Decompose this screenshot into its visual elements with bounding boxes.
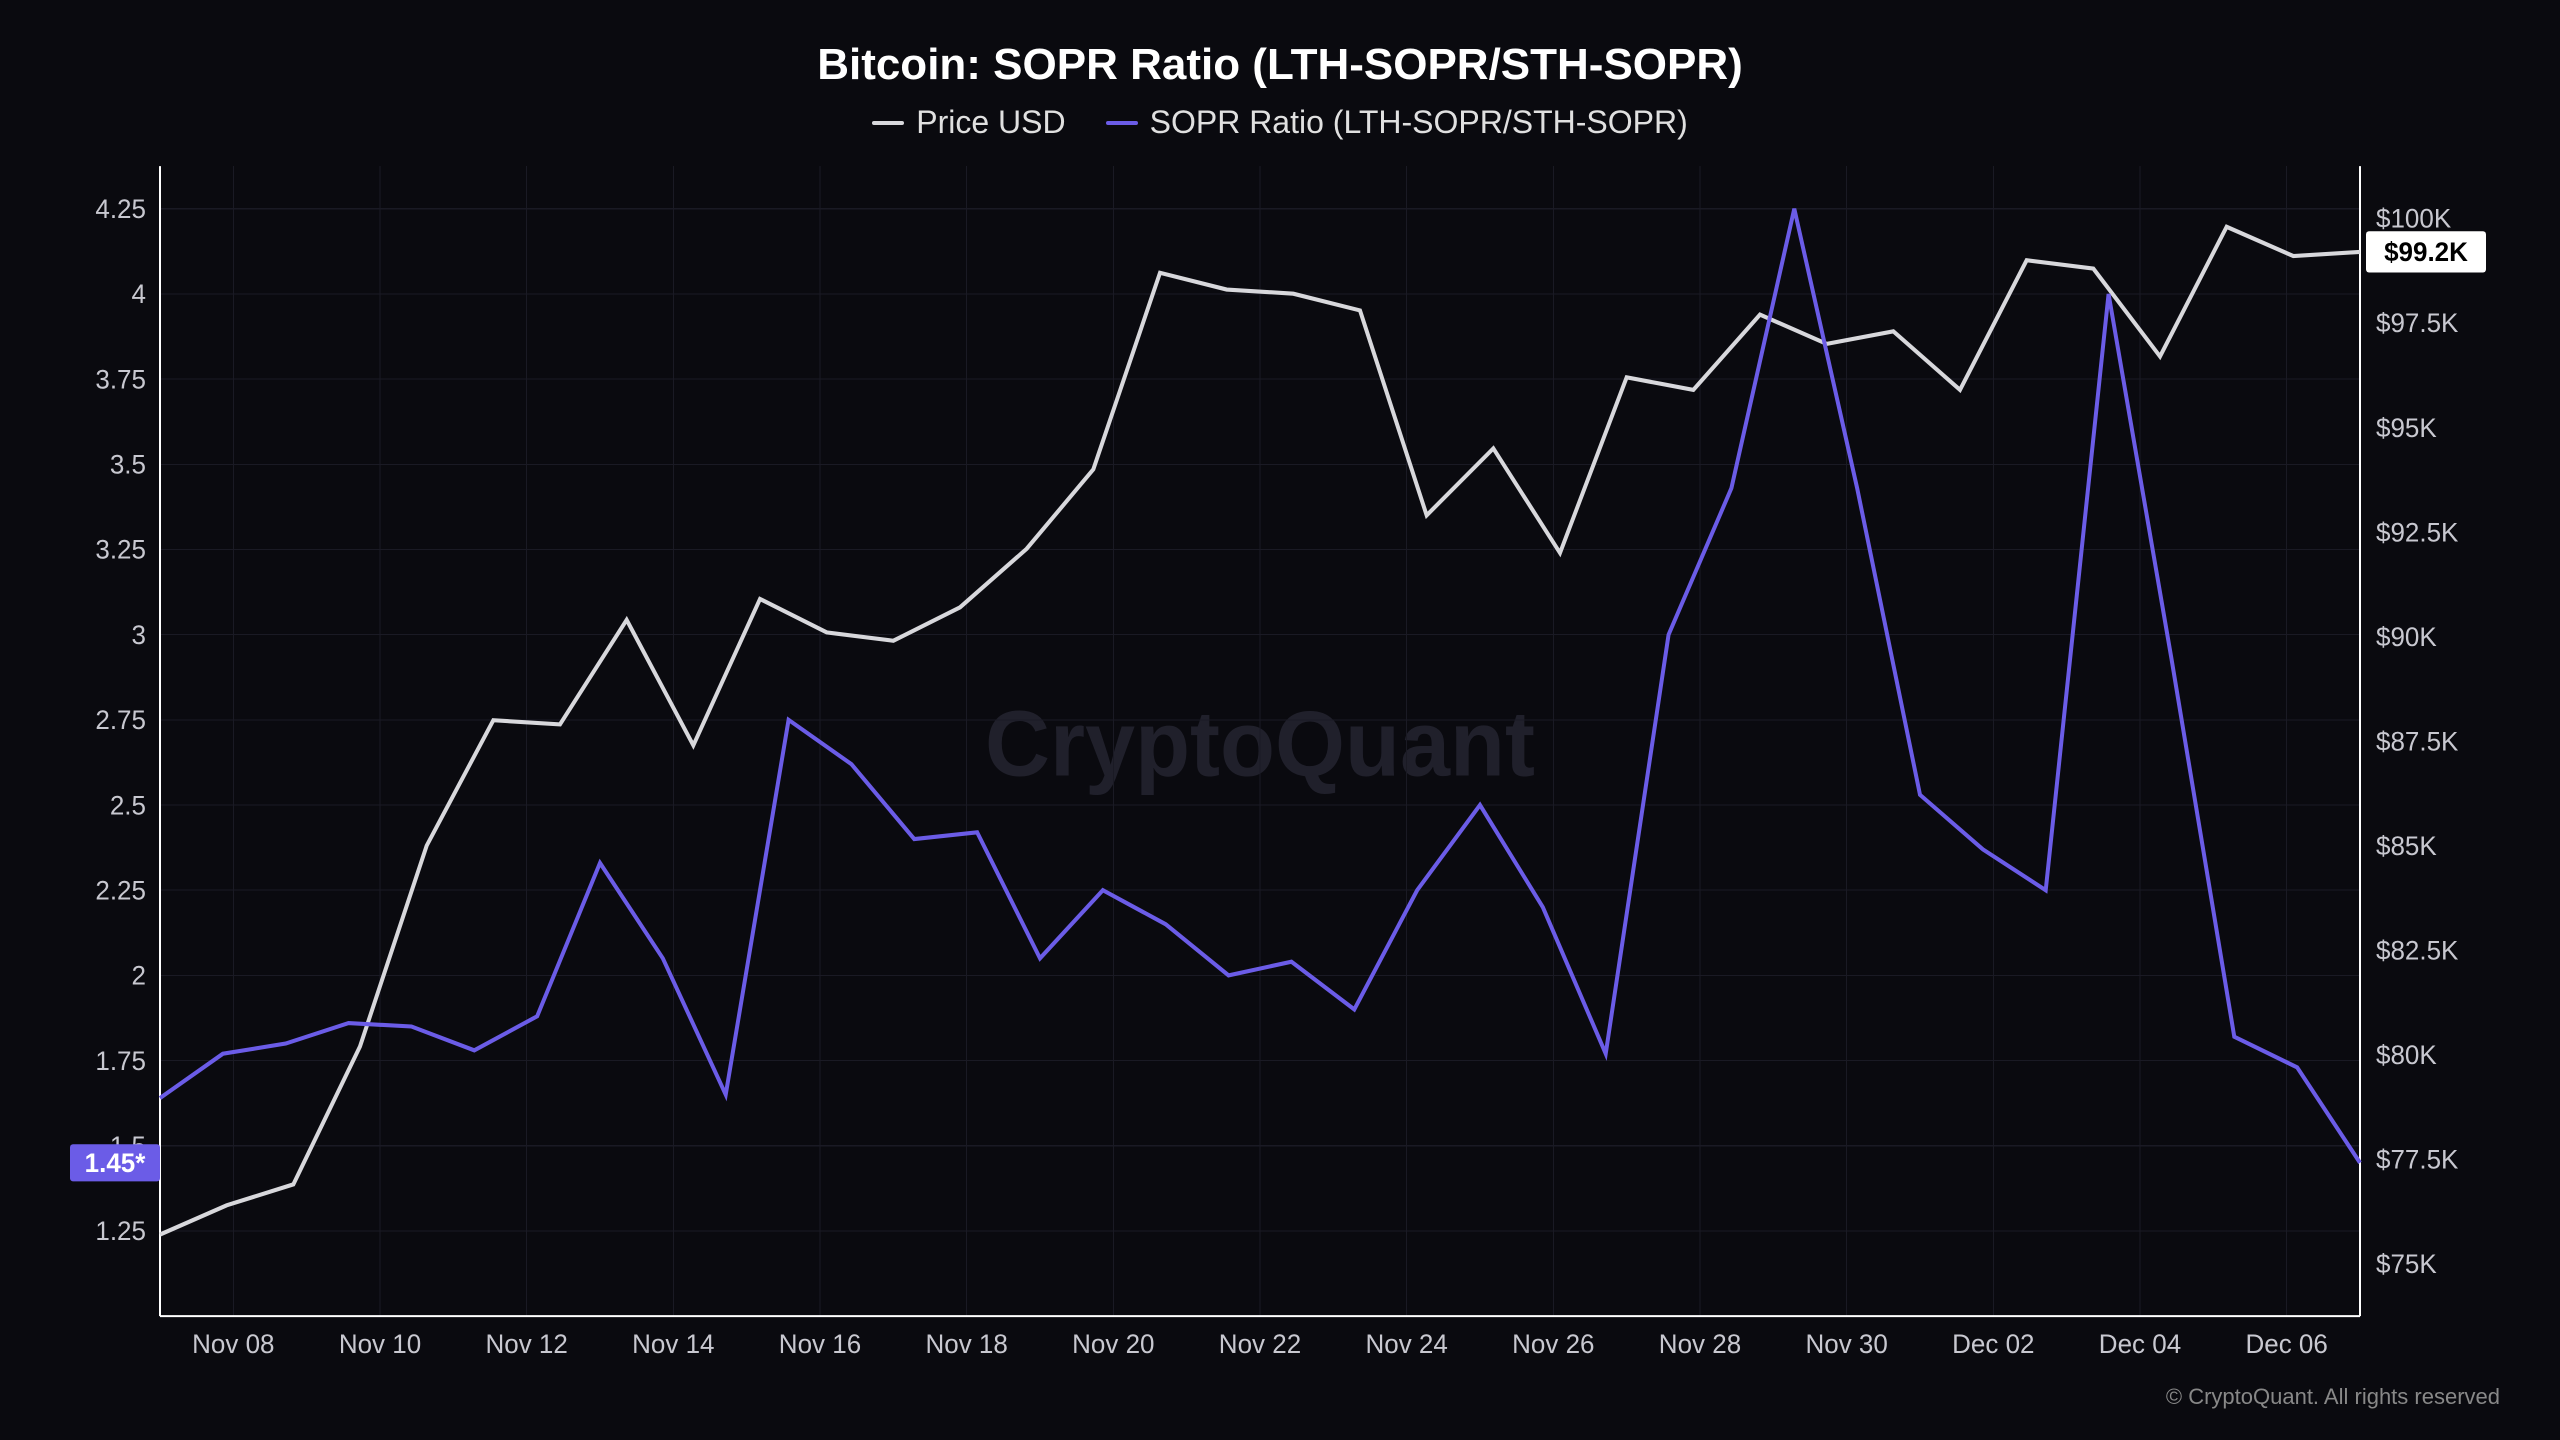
right-axis-tick-label: $90K — [2376, 622, 2437, 652]
chart-container: Bitcoin: SOPR Ratio (LTH-SOPR/STH-SOPR) … — [0, 0, 2560, 1440]
left-axis-tick-label: 2.75 — [95, 705, 146, 735]
right-axis-tick-label: $87.5K — [2376, 726, 2459, 756]
right-axis-tick-label: $82.5K — [2376, 935, 2459, 965]
x-axis-tick-label: Nov 12 — [485, 1329, 567, 1359]
right-axis-tick-label: $95K — [2376, 412, 2437, 442]
x-axis-tick-label: Nov 10 — [339, 1329, 421, 1359]
x-axis-tick-label: Dec 06 — [2245, 1329, 2327, 1359]
x-axis-tick-label: Nov 20 — [1072, 1329, 1154, 1359]
left-axis-tick-label: 2.5 — [110, 790, 146, 820]
left-axis-tick-label: 3 — [132, 620, 146, 650]
left-axis-tick-label: 3.75 — [95, 364, 146, 394]
x-axis-tick-label: Nov 16 — [779, 1329, 861, 1359]
footer-copyright: © CryptoQuant. All rights reserved — [60, 1384, 2500, 1410]
right-axis-tick-label: $85K — [2376, 831, 2437, 861]
right-marker-label: $99.2K — [2384, 237, 2468, 267]
x-axis-tick-label: Nov 14 — [632, 1329, 714, 1359]
left-axis-tick-label: 4 — [132, 279, 146, 309]
right-axis-tick-label: $97.5K — [2376, 308, 2459, 338]
x-axis-tick-label: Nov 26 — [1512, 1329, 1594, 1359]
right-axis-tick-label: $77.5K — [2376, 1144, 2459, 1174]
left-axis-tick-label: 2 — [132, 960, 146, 990]
left-axis-tick-label: 3.5 — [110, 449, 146, 479]
left-axis-tick-label: 1.25 — [95, 1216, 146, 1246]
right-axis-tick-label: $75K — [2376, 1249, 2437, 1279]
x-axis-tick-label: Nov 24 — [1365, 1329, 1447, 1359]
right-axis-tick-label: $92.5K — [2376, 517, 2459, 547]
legend-label-sopr: SOPR Ratio (LTH-SOPR/STH-SOPR) — [1150, 104, 1688, 141]
right-axis-tick-label: $100K — [2376, 203, 2452, 233]
legend: Price USD SOPR Ratio (LTH-SOPR/STH-SOPR) — [60, 104, 2500, 141]
legend-item-sopr: SOPR Ratio (LTH-SOPR/STH-SOPR) — [1106, 104, 1688, 141]
legend-label-price: Price USD — [916, 104, 1065, 141]
chart-svg: CryptoQuant1.251.51.7522.252.52.7533.253… — [60, 161, 2500, 1378]
left-axis-tick-label: 2.25 — [95, 875, 146, 905]
left-marker-label: 1.45* — [85, 1148, 146, 1178]
x-axis-tick-label: Nov 28 — [1659, 1329, 1741, 1359]
left-axis-tick-label: 1.75 — [95, 1045, 146, 1075]
left-axis-tick-label: 4.25 — [95, 194, 146, 224]
x-axis-tick-label: Nov 30 — [1805, 1329, 1887, 1359]
x-axis-tick-label: Nov 18 — [925, 1329, 1007, 1359]
plot-area: CryptoQuant1.251.51.7522.252.52.7533.253… — [60, 161, 2500, 1378]
x-axis-tick-label: Nov 08 — [192, 1329, 274, 1359]
right-axis-tick-label: $80K — [2376, 1040, 2437, 1070]
x-axis-tick-label: Dec 02 — [1952, 1329, 2034, 1359]
legend-swatch-sopr — [1106, 121, 1138, 125]
legend-swatch-price — [872, 121, 904, 125]
legend-item-price: Price USD — [872, 104, 1065, 141]
x-axis-tick-label: Dec 04 — [2099, 1329, 2181, 1359]
x-axis-tick-label: Nov 22 — [1219, 1329, 1301, 1359]
left-axis-tick-label: 3.25 — [95, 534, 146, 564]
chart-title: Bitcoin: SOPR Ratio (LTH-SOPR/STH-SOPR) — [60, 40, 2500, 90]
